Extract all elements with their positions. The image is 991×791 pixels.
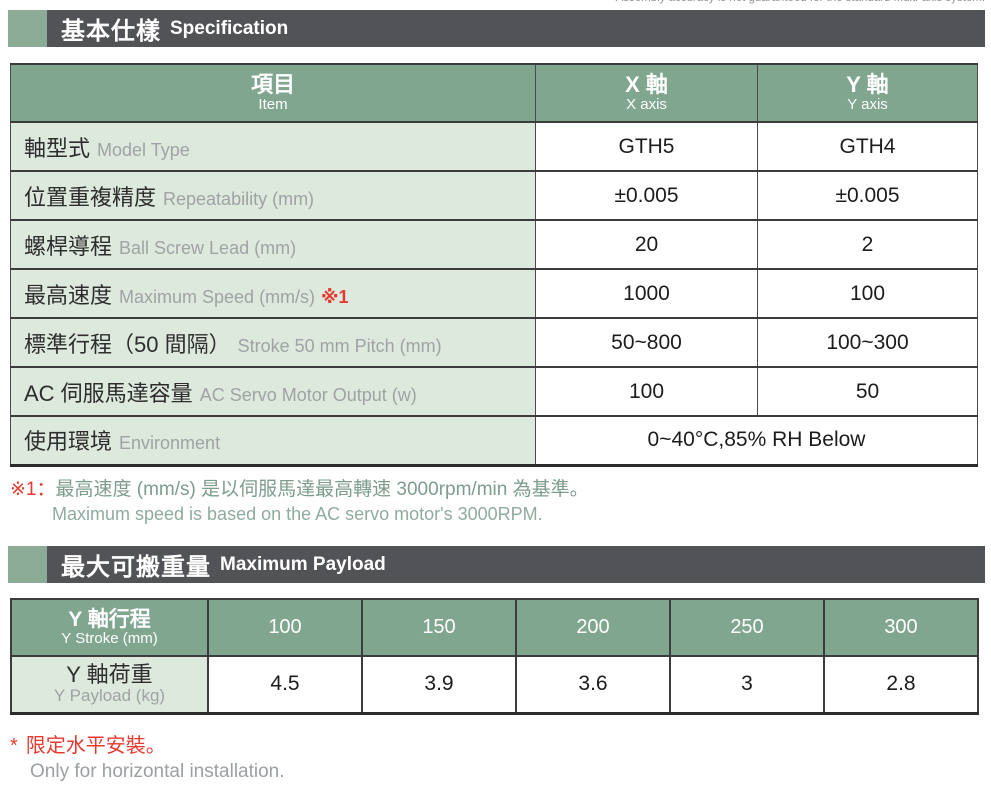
install-note-marker: * [10,735,18,757]
section-title-zh: 基本仕樣 [61,18,161,45]
section-title-en: Specification [170,17,289,39]
spec-row-environment: 使用環境 Environment 0~40°C,85% RH Below [10,415,978,465]
col-item-en: Item [258,96,288,114]
cell-x-value: 50~800 [535,317,758,367]
accent-square [8,546,47,583]
spec-row-servo-output: AC 伺服馬達容量 AC Servo Motor Output (w) 100 5… [10,366,978,416]
cropped-disclaimer-text: Assembly accuracy is not guaranteed for … [616,0,985,4]
speed-footnote: ※1：最高速度 (mm/s) 是以伺服馬達最高轉速 3000rpm/min 為基… [10,474,589,525]
section-title: 最大可搬重量 Maximum Payload [61,546,386,583]
cell-x-value: ±0.005 [535,170,758,220]
col-y-en: Y axis [847,96,888,114]
payload-header-row: Y 軸行程 Y Stroke (mm) 100 150 200 250 300 [10,598,979,657]
cell-x-value: 20 [535,219,758,269]
install-note: * 限定水平安裝。 Only for horizontal installatio… [10,729,285,783]
cell-x-value: 1000 [535,268,758,318]
row-label-en: Ball Screw Lead (mm) [119,237,297,258]
specification-table: 項目 Item X 軸 X axis Y 軸 Y axis 軸型式 Model T… [10,63,978,467]
row-label-zh: 最高速度 [24,282,113,308]
spec-header-row: 項目 Item X 軸 X axis Y 軸 Y axis [10,63,978,122]
row-label-en: Maximum Speed (mm/s) [119,286,316,307]
spec-col-y-axis: Y 軸 Y axis [757,63,978,122]
payload-value: 3.9 [361,655,517,714]
cell-y-value: GTH4 [757,121,978,171]
row-label-zh: AC 伺服馬達容量 [24,380,193,406]
y-stroke-label-en: Y Stroke (mm) [61,629,158,647]
payload-data-row: Y 軸荷重 Y Payload (kg) 4.5 3.9 3.6 3 2.8 [10,655,979,714]
cell-y-value: 100 [757,268,978,318]
payload-value: 3.6 [515,655,671,714]
row-label-zh: 軸型式 [24,135,91,161]
cell-x-value: 100 [535,366,758,416]
spec-row-ball-screw-lead: 螺桿導程 Ball Screw Lead (mm) 20 2 [10,219,978,269]
spec-row-stroke: 標準行程（50 間隔） Stroke 50 mm Pitch (mm) 50~80… [10,317,978,367]
payload-row-label: Y 軸荷重 Y Payload (kg) [10,655,209,714]
payload-value: 3 [669,655,825,714]
row-label-en: Model Type [97,139,190,160]
spec-row-repeatability: 位置重複精度 Repeatability (mm) ±0.005 ±0.005 [10,170,978,220]
cell-x-value: GTH5 [535,121,758,171]
cell-y-value: 50 [757,366,978,416]
stroke-value: 200 [515,598,671,657]
row-label-en: AC Servo Motor Output (w) [199,384,417,405]
section-title-en: Maximum Payload [220,553,386,575]
row-label-zh: 螺桿導程 [24,233,113,259]
col-x-en: X axis [626,96,667,114]
col-y-zh: Y 軸 [846,72,889,98]
spec-col-x-axis: X 軸 X axis [535,63,758,122]
section-title-zh: 最大可搬重量 [61,554,211,581]
stroke-value: 100 [207,598,363,657]
row-label-en: Repeatability (mm) [163,188,315,209]
row-label-zh: 位置重複精度 [24,184,157,210]
spec-col-item: 項目 Item [10,63,536,122]
row-label-en: Environment [119,433,221,454]
payload-value: 2.8 [823,655,979,714]
cell-y-value: 2 [757,219,978,269]
footnote-text-zh: 最高速度 (mm/s) 是以伺服馬達最高轉速 3000rpm/min 為基準。 [55,479,589,500]
stroke-value: 150 [361,598,517,657]
row-label-en: Stroke 50 mm Pitch (mm) [237,335,442,356]
footnote-text-en: Maximum speed is based on the AC servo m… [52,504,543,524]
y-payload-label-en: Y Payload (kg) [53,686,166,705]
stroke-value: 250 [669,598,825,657]
section-header-specification: 基本仕樣 Specification [8,10,985,47]
y-stroke-label-zh: Y 軸行程 [68,607,151,631]
install-note-zh: 限定水平安裝。 [25,735,166,757]
accent-square [8,10,47,47]
section-header-payload: 最大可搬重量 Maximum Payload [8,546,985,583]
cell-environment-value: 0~40°C,85% RH Below [535,415,978,465]
cell-y-value: ±0.005 [757,170,978,220]
col-x-zh: X 軸 [625,72,668,98]
spec-row-model-type: 軸型式 Model Type GTH5 GTH4 [10,121,978,171]
stroke-value: 300 [823,598,979,657]
install-note-en: Only for horizontal installation. [30,761,285,782]
spec-row-maximum-speed: 最高速度 Maximum Speed (mm/s) ※1 1000 100 [10,268,978,318]
col-item-zh: 項目 [250,72,295,98]
cell-y-value: 100~300 [757,317,978,367]
footnote-ref-marker: ※1 [321,286,349,307]
row-label-zh: 使用環境 [24,429,113,455]
footnote-marker: ※1： [10,479,56,500]
row-label-zh: 標準行程（50 間隔） [24,331,231,357]
payload-value: 4.5 [207,655,363,714]
payload-header-label: Y 軸行程 Y Stroke (mm) [10,598,209,657]
section-title: 基本仕樣 Specification [61,10,288,47]
payload-table: Y 軸行程 Y Stroke (mm) 100 150 200 250 300 … [10,598,979,715]
y-payload-label-zh: Y 軸荷重 [66,661,153,687]
